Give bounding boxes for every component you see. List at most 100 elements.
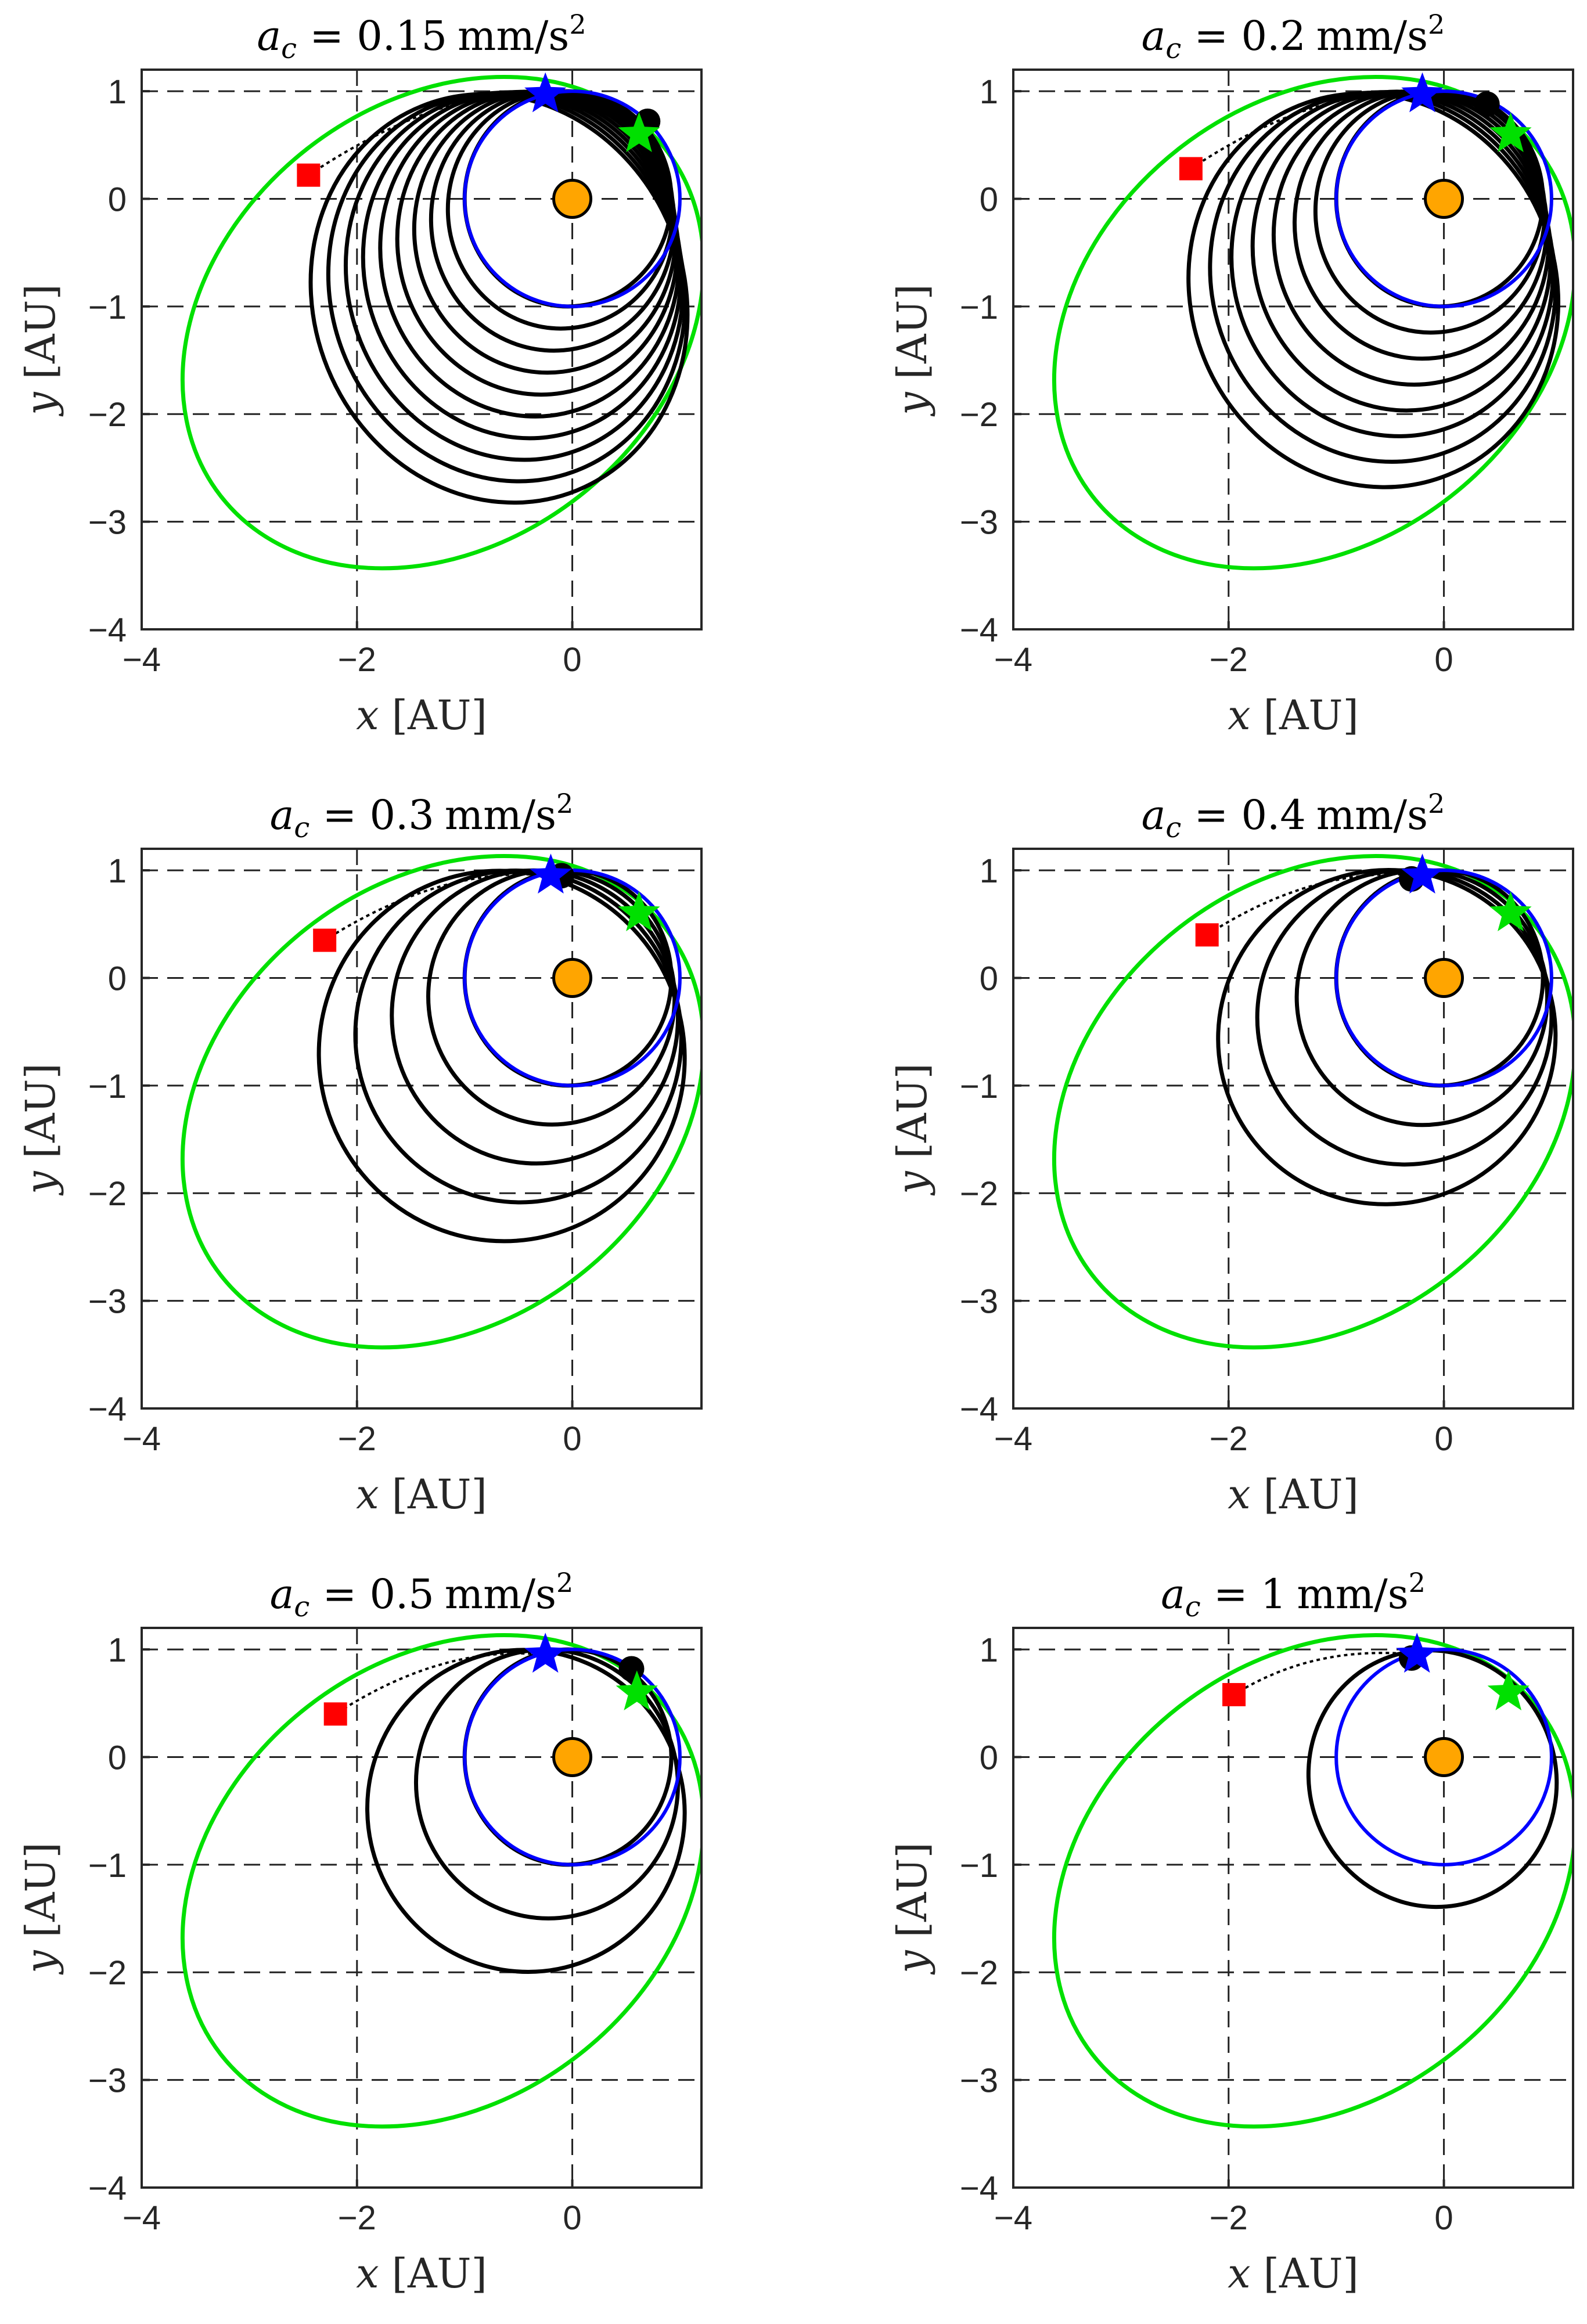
plot-content (180, 853, 701, 1350)
y-tick-label: −3 (88, 1283, 127, 1321)
x-axis-unit: [AU] (392, 691, 487, 739)
axes-frame (1012, 69, 1574, 630)
title-subscript: c (294, 812, 310, 844)
x-axis-variable: x (1228, 2250, 1250, 2297)
sun-marker (552, 1736, 593, 1777)
y-tick-label: −2 (960, 396, 998, 434)
y-axis-label: y [AU] (888, 284, 936, 417)
target-orbit (1052, 853, 1573, 1350)
end-star-marker (618, 112, 660, 152)
title-variable: a (257, 12, 281, 60)
title-subscript: c (294, 1591, 310, 1623)
axes-frame (141, 69, 703, 630)
sun-marker (1424, 1736, 1464, 1777)
y-axis-label: y [AU] (888, 1842, 936, 1975)
title-exponent: 2 (1428, 9, 1445, 40)
start-star-marker (1401, 72, 1444, 113)
title-variable: a (1161, 1570, 1185, 1618)
x-axis-unit: [AU] (392, 1471, 487, 1518)
x-axis-label: x [AU] (1228, 691, 1359, 739)
subplot-5: −4 −2 0 1 0 −1 −2 −3 −4 ac = 0.5 mm/s2 x [AU] y [AU] (17, 1567, 703, 2297)
sun-marker (1424, 957, 1464, 998)
x-axis-unit: [AU] (392, 2250, 487, 2297)
x-tick-label: 0 (563, 641, 581, 679)
red-square-marker (1195, 923, 1219, 947)
subplot-6: −4 −2 010−1−2−3−4ac = 1 mm/s2x [AU]y[AU] (888, 1567, 1574, 2297)
plot-content (1052, 1633, 1573, 2129)
y-tick-label: −3 (960, 2062, 998, 2100)
plot-content (180, 1633, 701, 2129)
subplot-title: ac = 0.2 mm/s2 (1142, 9, 1445, 65)
title-equals: = (1181, 12, 1241, 60)
earth-orbit (463, 1648, 682, 1867)
x-axis-unit: [AU] (1264, 691, 1359, 739)
x-tick-label: 0 (1434, 1420, 1453, 1458)
sun-marker (552, 957, 593, 998)
end-star-marker (1487, 1670, 1530, 1710)
y-tick-label: −3 (88, 504, 127, 542)
y-axis-variable: y (888, 1950, 936, 1975)
x-axis-label: x [AU] (1228, 1471, 1359, 1518)
target-orbit (1052, 1633, 1573, 2129)
subplot-3: −4 −2 0 1 0 −1 −2 −3 −4 ac = 0.3 mm/s2 x [AU] y [AU] (17, 788, 703, 1518)
transfer-loop (365, 1648, 687, 1974)
earth-orbit (1334, 89, 1553, 308)
title-variable: a (270, 791, 294, 839)
title-unit: mm/s (445, 1570, 556, 1618)
transfer-arc (334, 1652, 546, 1715)
y-axis-variable: y (888, 1170, 936, 1196)
plot-area (1013, 70, 1573, 629)
y-axis-label: y [AU] (17, 1063, 64, 1196)
red-square-marker (1222, 1682, 1246, 1706)
title-variable: a (1142, 12, 1166, 60)
plot-area (1013, 849, 1573, 1408)
end-star-marker (1489, 891, 1532, 931)
transfer-arc (1190, 92, 1423, 170)
y-tick-label: 0 (980, 1739, 998, 1777)
x-tick-label: 0 (563, 1420, 581, 1458)
start-star-marker (524, 1633, 567, 1673)
y-axis-unit: [AU] (17, 284, 64, 379)
y-axis-unit: [AU] (888, 1842, 936, 1937)
y-axis-label: y [AU] (888, 1063, 936, 1196)
earth-orbit (1334, 869, 1553, 1087)
y-tick-label: −4 (88, 611, 127, 649)
sun-marker (1424, 178, 1464, 219)
y-tick-label: −4 (960, 611, 998, 649)
subplot-title: ac = 1 mm/s2 (1161, 1567, 1426, 1623)
plot-content (1052, 72, 1573, 571)
target-orbit (1052, 74, 1573, 571)
y-tick-label: −3 (960, 504, 998, 542)
x-axis-variable: x (356, 691, 379, 739)
transfer-loop (1186, 91, 1561, 489)
y-axis-variable: y (17, 1170, 64, 1196)
title-value: 0.3 (369, 791, 434, 839)
y-tick-label: −3 (88, 2062, 127, 2100)
title-value: 0.15 (357, 12, 447, 60)
x-axis-unit: [AU] (1264, 1471, 1359, 1518)
transfer-arc (1206, 873, 1423, 936)
y-tick-label: −1 (88, 289, 127, 326)
y-tick-label: −2 (88, 1175, 127, 1213)
y-tick-label: −3 (960, 1283, 998, 1321)
x-axis-unit: [AU] (1264, 2250, 1359, 2297)
x-axis-label: x [AU] (356, 691, 487, 739)
title-equals: = (310, 791, 369, 839)
y-tick-label: −2 (960, 1954, 998, 1992)
x-tick-label: −4 (994, 1420, 1032, 1458)
transfer-loop (316, 869, 687, 1244)
start-star-marker (1401, 853, 1444, 894)
y-tick-label: −4 (960, 1390, 998, 1428)
title-value: 0.2 (1241, 12, 1305, 60)
title-variable: a (270, 1570, 294, 1618)
title-exponent: 2 (1428, 788, 1445, 819)
end-star-marker (1489, 112, 1532, 152)
transfer-loop (308, 92, 690, 505)
subplot-1: −4 −2 0 1 0 −1 −2 −3 −4 ac = 0.15 mm/s2 x [AU] y [AU] (17, 9, 703, 739)
start-star-marker (524, 72, 567, 113)
title-subscript: c (1165, 812, 1181, 844)
axes-frame (141, 848, 703, 1410)
start-star-marker (1396, 1633, 1438, 1673)
plot-area (142, 70, 701, 629)
x-tick-label: −2 (1210, 641, 1248, 679)
